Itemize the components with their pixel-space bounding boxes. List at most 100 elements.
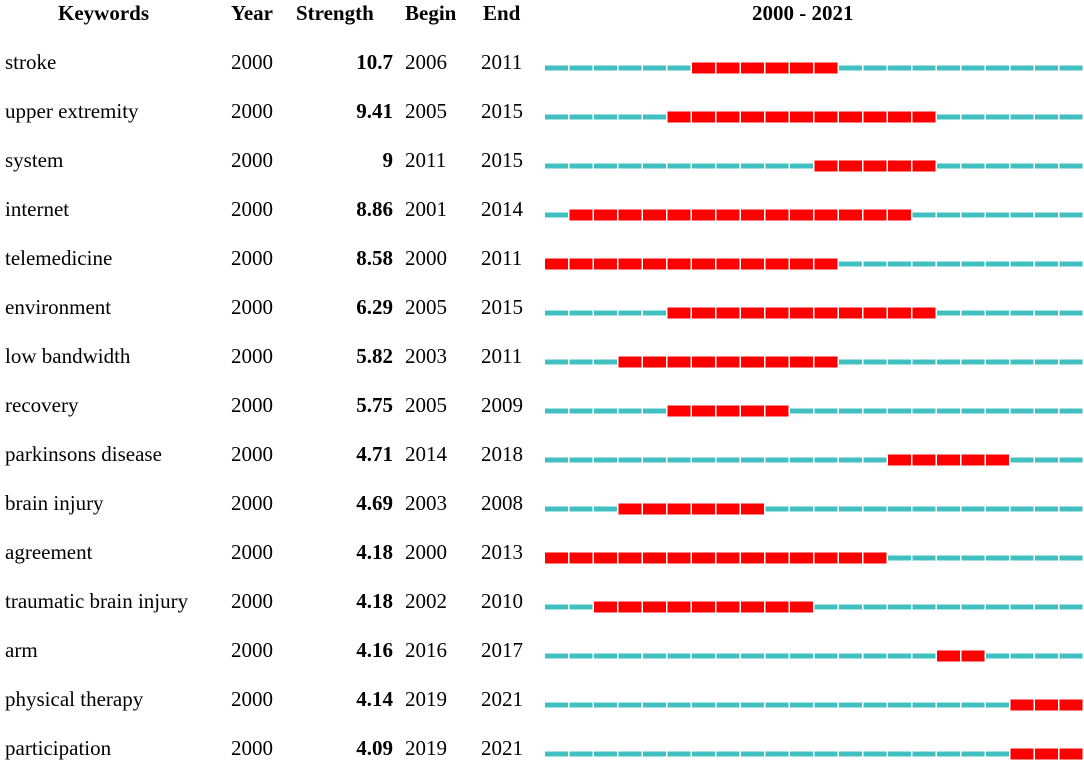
burst-segment [569, 209, 593, 221]
end-cell: 2010 [481, 589, 523, 613]
timeline-segment [569, 163, 593, 169]
burst-segment [1010, 699, 1034, 711]
timeline-segment [888, 65, 911, 71]
timeline-segment [863, 653, 887, 659]
timeline-segment [594, 506, 617, 512]
timeline-segment [814, 604, 838, 610]
table-row: agreement 2000 4.18 2000 2013 [0, 537, 1084, 567]
timeline-segment [667, 457, 691, 463]
timeline-segment [1059, 212, 1083, 218]
burst-segment [888, 111, 911, 123]
burst-segment [667, 405, 691, 417]
timeline-segment [1035, 261, 1058, 267]
burst-segment [716, 258, 740, 270]
burst-row-5 [545, 307, 1083, 319]
timeline-segment [961, 506, 985, 512]
timeline-segment [765, 702, 789, 708]
timeline-segment [692, 457, 715, 463]
strength-cell: 9.41 [356, 99, 393, 123]
burst-segment [618, 356, 642, 368]
timeline-segment [790, 163, 813, 169]
timeline-segment [790, 457, 813, 463]
timeline-segment [986, 555, 1009, 561]
burst-segment [888, 209, 911, 221]
burst-segment [790, 258, 813, 270]
timeline-segment [1010, 359, 1034, 365]
timeline-segment [790, 408, 813, 414]
burst-segment [863, 160, 887, 172]
timeline-segment [594, 408, 617, 414]
burst-row-6 [545, 356, 1083, 368]
table-row: environment 2000 6.29 2005 2015 [0, 292, 1084, 322]
timeline-segment [937, 65, 960, 71]
end-cell: 2018 [481, 442, 523, 466]
timeline-segment [986, 751, 1009, 757]
timeline-segment [912, 261, 936, 267]
timeline-segment [569, 653, 593, 659]
burst-segment [643, 552, 666, 564]
timeline-segment [839, 408, 862, 414]
timeline-segment [888, 261, 911, 267]
timeline-segment [961, 555, 985, 561]
burst-segment [888, 160, 911, 172]
strength-cell: 5.75 [356, 393, 393, 417]
strength-cell: 6.29 [356, 295, 393, 319]
timeline-segment [1059, 65, 1083, 71]
timeline-segment [790, 506, 813, 512]
timeline-segment [716, 457, 740, 463]
timeline-segment [618, 751, 642, 757]
table-row: arm 2000 4.16 2016 2017 [0, 635, 1084, 665]
timeline-segment [545, 457, 568, 463]
timeline-segment [1035, 604, 1058, 610]
burst-segment [716, 552, 740, 564]
burst-segment [888, 307, 911, 319]
timeline-segment [569, 506, 593, 512]
table-row: telemedicine 2000 8.58 2000 2011 [0, 243, 1084, 273]
timeline-segment [986, 212, 1009, 218]
burst-segment [961, 454, 985, 466]
timeline-segment [937, 163, 960, 169]
end-cell: 2017 [481, 638, 523, 662]
timeline-segment [937, 506, 960, 512]
burst-row-12 [545, 650, 1083, 662]
strength-cell: 4.16 [356, 638, 393, 662]
timeline-segment [888, 555, 911, 561]
burst-segment [1035, 748, 1058, 760]
end-cell: 2021 [481, 736, 523, 760]
strength-cell: 8.86 [356, 197, 393, 221]
timeline-segment [618, 163, 642, 169]
timeline-segment [667, 65, 691, 71]
burst-segment [545, 258, 568, 270]
burst-segment [961, 650, 985, 662]
timeline-segment [1035, 310, 1058, 316]
burst-row-0 [545, 62, 1083, 74]
end-cell: 2011 [481, 246, 523, 270]
timeline-segment [1035, 457, 1058, 463]
burst-segment [667, 601, 691, 613]
year-cell: 2000 [231, 638, 273, 662]
timeline-segment [692, 702, 715, 708]
timeline-segment [863, 751, 887, 757]
begin-cell: 2019 [405, 687, 447, 711]
end-cell: 2009 [481, 393, 523, 417]
burst-segment [545, 552, 568, 564]
burst-segment [667, 209, 691, 221]
burst-segment [912, 307, 936, 319]
timeline-segment [1010, 555, 1034, 561]
begin-cell: 2001 [405, 197, 447, 221]
timeline-segment [545, 310, 568, 316]
begin-cell: 2005 [405, 99, 447, 123]
keyword-cell: low bandwidth [5, 344, 131, 368]
keyword-cell: system [5, 148, 64, 172]
burst-segment [667, 307, 691, 319]
year-cell: 2000 [231, 295, 273, 319]
begin-cell: 2003 [405, 491, 447, 515]
burst-segment [643, 601, 666, 613]
timeline-segment [1010, 457, 1034, 463]
timeline-segment [569, 457, 593, 463]
burst-segment [912, 111, 936, 123]
burst-row-14 [545, 748, 1083, 760]
table-row: low bandwidth 2000 5.82 2003 2011 [0, 341, 1084, 371]
burst-segment [667, 503, 691, 515]
end-cell: 2011 [481, 344, 523, 368]
